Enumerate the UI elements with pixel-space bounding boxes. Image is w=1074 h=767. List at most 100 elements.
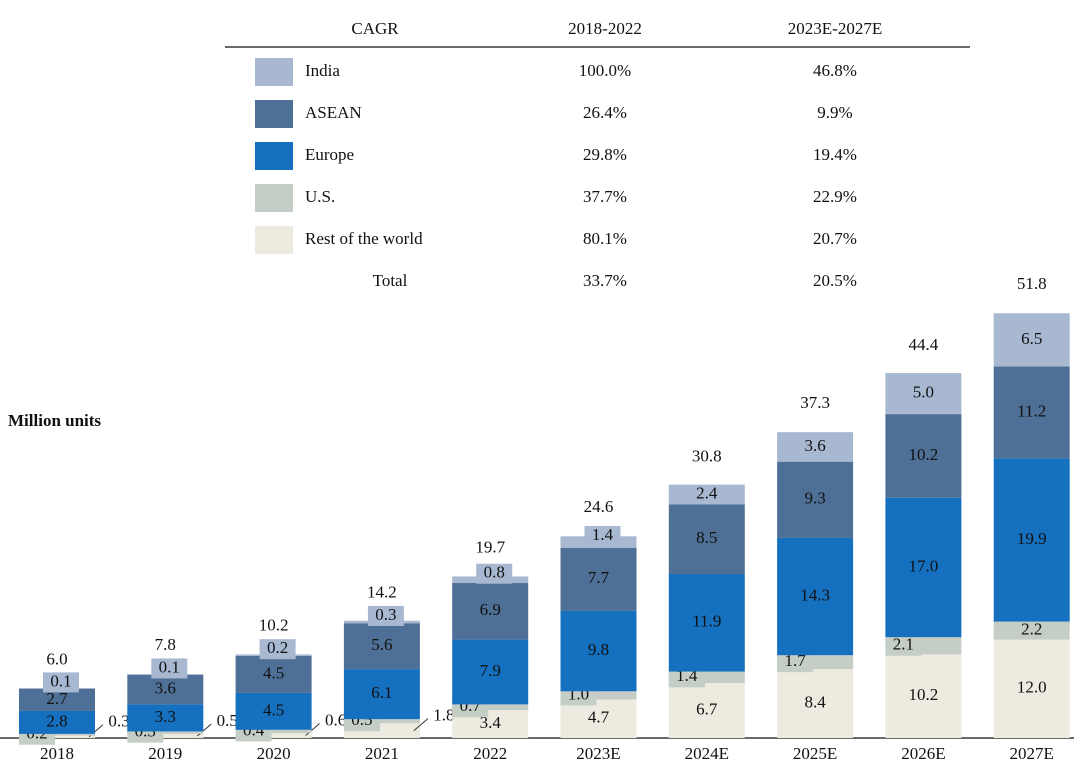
y-axis-label: Million units: [8, 411, 101, 430]
bar-segment: [777, 537, 854, 656]
bar-segment: [452, 583, 529, 640]
value-label: 2.4: [696, 483, 718, 502]
bar-segment: [235, 733, 312, 738]
label-box: [367, 605, 404, 626]
value-label: 2.2: [1021, 619, 1042, 638]
table-header: 2023E-2027E: [788, 19, 882, 38]
value-label: 2.1: [893, 635, 914, 654]
value-label: 4.5: [263, 663, 284, 682]
bar-segment: [343, 669, 420, 720]
bar-segment: [127, 731, 204, 734]
value-label: 11.9: [692, 612, 721, 631]
bar-segment: [885, 497, 962, 638]
value-label: 7.9: [480, 661, 501, 680]
bar-segment: [993, 313, 1070, 367]
bar-segment: [560, 547, 637, 611]
bar-segment: [19, 733, 95, 736]
x-tick-label: 2023E: [576, 744, 620, 763]
label-box: [885, 635, 922, 656]
bar-segment: [19, 688, 95, 711]
value-label: 10.2: [909, 685, 939, 704]
leader-line: [413, 718, 429, 731]
table-total-label: Total: [373, 271, 408, 290]
legend-label: India: [305, 61, 340, 80]
bar-segment: [777, 432, 854, 462]
value-label: 7.7: [588, 568, 610, 587]
total-label: 37.3: [800, 393, 830, 412]
value-label: 4.5: [263, 700, 284, 719]
bar-segment: [993, 366, 1070, 459]
x-tick-label: 2022: [473, 744, 507, 763]
value-label: 5.0: [913, 383, 934, 402]
bar-segment: [993, 639, 1070, 738]
bar-segment: [560, 699, 637, 738]
label-box: [668, 667, 705, 688]
value-label: 10.2: [909, 445, 939, 464]
table-cell: 19.4%: [813, 145, 857, 164]
total-label: 6.0: [46, 650, 67, 669]
table-cell: 46.8%: [813, 61, 857, 80]
bar-segment: [235, 656, 312, 693]
bar-segment: [560, 610, 637, 692]
leader-line: [305, 723, 320, 736]
bar-segment: [127, 704, 204, 732]
x-tick-label: 2021: [365, 744, 399, 763]
value-label: 5.6: [371, 635, 392, 654]
bar-segment: [668, 504, 745, 574]
legend-swatch: [255, 184, 293, 212]
legend-label: ASEAN: [305, 103, 362, 122]
total-label: 51.8: [1017, 274, 1047, 293]
legend-swatch: [255, 100, 293, 128]
bar-segment: [452, 639, 529, 705]
bar-segment: [560, 691, 637, 700]
bar-segment: [885, 654, 962, 738]
legend-swatch: [255, 226, 293, 254]
value-label: 0.1: [159, 657, 180, 676]
value-label: 0.5: [217, 711, 238, 730]
table-cell: 80.1%: [583, 229, 627, 248]
value-label: 19.9: [1017, 529, 1047, 548]
x-tick-label: 2025E: [793, 744, 837, 763]
value-label: 6.1: [371, 683, 392, 702]
value-label: 8.4: [804, 692, 826, 711]
legend-label: U.S.: [305, 187, 335, 206]
table-cell: 22.9%: [813, 187, 857, 206]
value-label: 0.1: [50, 671, 71, 690]
bar-segment: [668, 574, 745, 672]
bar-segment: [993, 458, 1070, 622]
bar-segment: [343, 719, 420, 724]
x-tick-label: 2026E: [901, 744, 945, 763]
x-tick-label: 2018: [40, 744, 74, 763]
bar-segment: [127, 674, 204, 705]
value-label: 2.8: [46, 711, 67, 730]
total-label: 44.4: [909, 335, 939, 354]
label-box: [584, 526, 621, 547]
label-box: [777, 652, 814, 673]
total-label: 24.6: [584, 497, 614, 516]
bar-segment: [885, 414, 962, 498]
table-cell: 26.4%: [583, 103, 627, 122]
legend-swatch: [255, 142, 293, 170]
value-label: 17.0: [909, 556, 939, 575]
table-cell: 37.7%: [583, 187, 627, 206]
table-cell: 9.9%: [817, 103, 852, 122]
x-tick-label: 2024E: [685, 744, 729, 763]
value-label: 2.7: [46, 689, 68, 708]
table-header: CAGR: [351, 19, 399, 38]
value-label: 6.5: [1021, 329, 1042, 348]
value-label: 3.4: [480, 713, 502, 732]
bar-segment: [235, 692, 312, 730]
table-cell: 29.8%: [583, 145, 627, 164]
bar-segment: [777, 461, 854, 538]
label-box: [259, 639, 296, 660]
x-tick-label: 2019: [148, 744, 182, 763]
value-label: 0.6: [325, 710, 346, 729]
table-cell: 20.7%: [813, 229, 857, 248]
x-tick-label: 2020: [257, 744, 291, 763]
value-label: 0.2: [267, 638, 288, 657]
value-label: 6.9: [480, 600, 501, 619]
bar-segment: [343, 623, 420, 670]
legend-label: Europe: [305, 145, 354, 164]
legend-label: Rest of the world: [305, 229, 423, 248]
value-label: 1.7: [784, 651, 806, 670]
